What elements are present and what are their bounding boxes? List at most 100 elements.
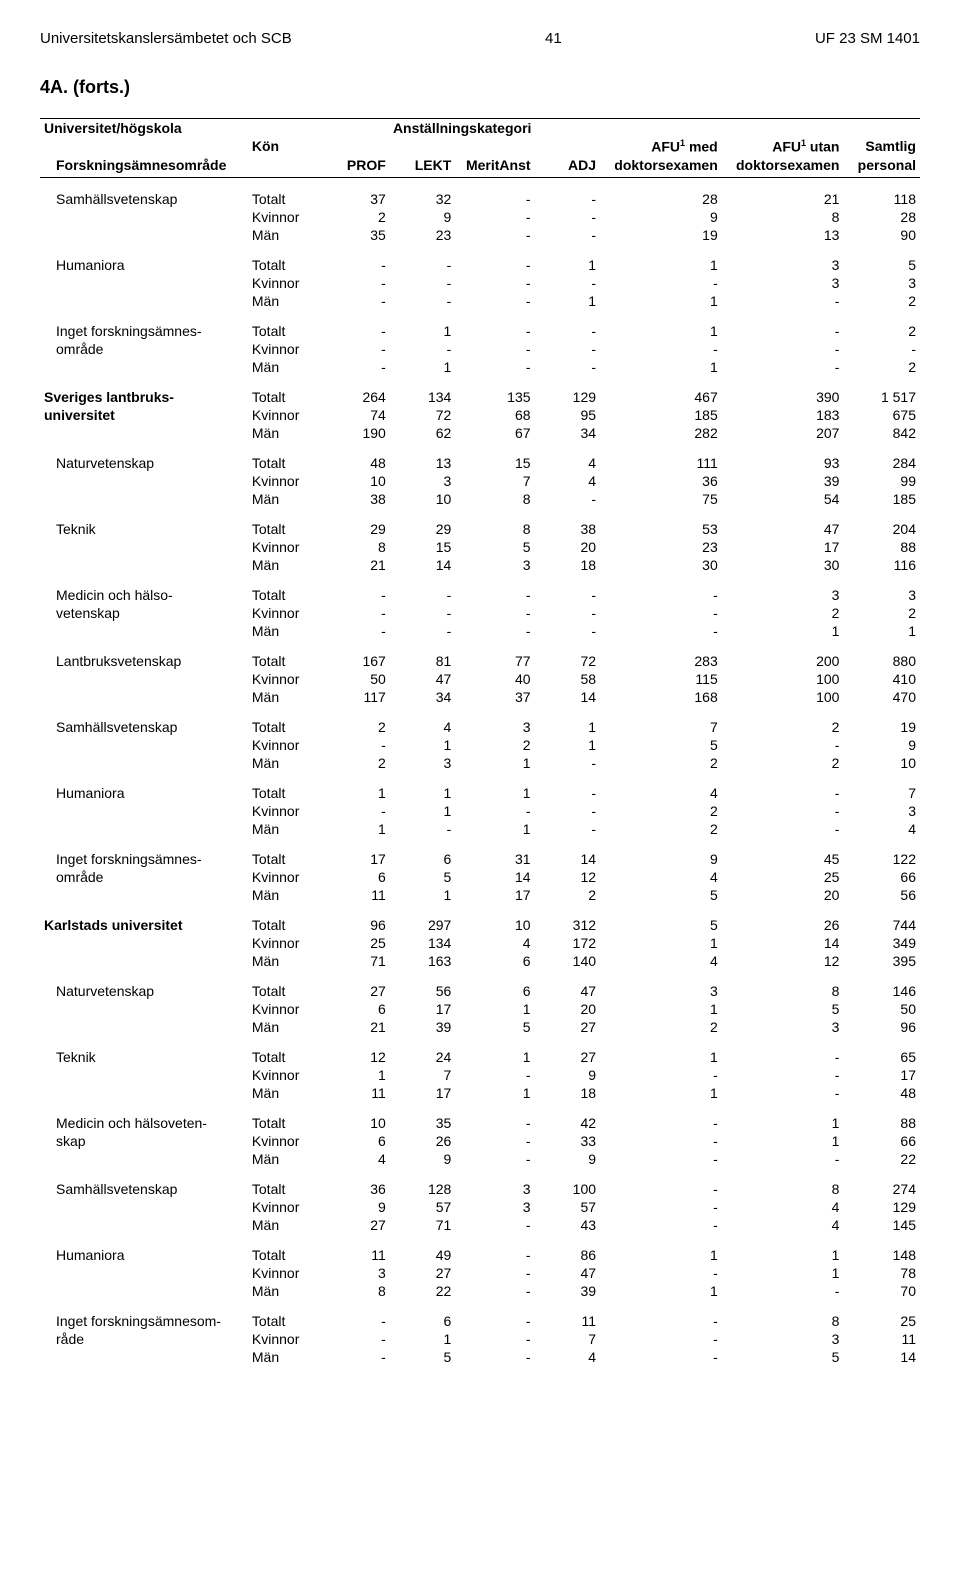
cell: 675 <box>843 406 920 424</box>
cell: 27 <box>324 1216 390 1234</box>
table-row: Inget forskningsämnes-Totalt176311494512… <box>40 850 920 868</box>
cell: 2 <box>843 292 920 310</box>
cell: 48 <box>324 454 390 472</box>
table-row: LantbruksvetenskapTotalt1678177722832008… <box>40 652 920 670</box>
cell: 15 <box>455 454 534 472</box>
row-kon: Totalt <box>248 1246 324 1264</box>
cell: 1 <box>600 1246 722 1264</box>
cell: 96 <box>843 1018 920 1036</box>
row-label: Samhällsvetenskap <box>40 1180 248 1198</box>
row-label <box>40 472 248 490</box>
row-label <box>40 1084 248 1102</box>
cell: - <box>455 1066 534 1084</box>
cell: 93 <box>722 454 844 472</box>
cell: 1 <box>843 622 920 640</box>
cell: 9 <box>535 1150 601 1168</box>
cell: 10 <box>843 754 920 772</box>
row-label <box>40 802 248 820</box>
table-row: Kvinnor327-47-178 <box>40 1264 920 1282</box>
table-row: Kvinnor957357-4129 <box>40 1198 920 1216</box>
cell: 167 <box>324 652 390 670</box>
cell: 11 <box>324 1246 390 1264</box>
row-kon: Kvinnor <box>248 406 324 424</box>
cell: - <box>324 358 390 376</box>
cell: 9 <box>600 208 722 226</box>
cell: - <box>324 604 390 622</box>
cell: 6 <box>390 850 456 868</box>
cell: 1 517 <box>843 388 920 406</box>
cell: 5 <box>722 1000 844 1018</box>
cell: - <box>600 1180 722 1198</box>
row-kon: Kvinnor <box>248 736 324 754</box>
cell: 99 <box>843 472 920 490</box>
cell: 54 <box>722 490 844 508</box>
cell: 47 <box>535 1264 601 1282</box>
row-label <box>40 1282 248 1300</box>
cell: - <box>455 1150 534 1168</box>
cell: - <box>722 340 844 358</box>
row-kon: Kvinnor <box>248 934 324 952</box>
cell: 395 <box>843 952 920 970</box>
row-kon: Kvinnor <box>248 1198 324 1216</box>
cell: - <box>535 190 601 208</box>
row-label <box>40 1198 248 1216</box>
cell: - <box>535 604 601 622</box>
cell: 4 <box>535 454 601 472</box>
table-row: skapKvinnor626-33-166 <box>40 1132 920 1150</box>
cell: 95 <box>535 406 601 424</box>
cell: - <box>722 292 844 310</box>
row-label <box>40 424 248 442</box>
col-afu-utan-bot: doktorsexamen <box>722 156 844 178</box>
cell: 148 <box>843 1246 920 1264</box>
cell: 56 <box>390 982 456 1000</box>
cell: 349 <box>843 934 920 952</box>
cell: - <box>535 226 601 244</box>
table-row: Kvinnor29--9828 <box>40 208 920 226</box>
cell: 172 <box>535 934 601 952</box>
cell: - <box>600 1150 722 1168</box>
cell: - <box>455 1330 534 1348</box>
cell: - <box>600 1066 722 1084</box>
cell: 3 <box>722 1330 844 1348</box>
cell: 23 <box>600 538 722 556</box>
cell: 4 <box>600 784 722 802</box>
row-label <box>40 886 248 904</box>
row-kon: Totalt <box>248 1180 324 1198</box>
cell: 11 <box>324 886 390 904</box>
cell: 8 <box>722 208 844 226</box>
cell: 43 <box>535 1216 601 1234</box>
cell: 1 <box>455 1000 534 1018</box>
cell: 2 <box>843 322 920 340</box>
cell: 13 <box>390 454 456 472</box>
cell: 6 <box>324 1132 390 1150</box>
cell: - <box>455 802 534 820</box>
row-kon: Män <box>248 688 324 706</box>
cell: - <box>535 490 601 508</box>
cell: 4 <box>722 1216 844 1234</box>
col-label-top: Universitet/högskola <box>40 119 248 138</box>
cell: 284 <box>843 454 920 472</box>
row-kon: Kvinnor <box>248 340 324 358</box>
cell: 185 <box>600 406 722 424</box>
cell: 100 <box>722 670 844 688</box>
table-row: TeknikTotalt12241271-65 <box>40 1048 920 1066</box>
cell: - <box>455 1312 534 1330</box>
cell: 1 <box>535 718 601 736</box>
cell: 3 <box>455 1180 534 1198</box>
table-row: Män49-9--22 <box>40 1150 920 1168</box>
cell: - <box>722 1048 844 1066</box>
row-kon: Män <box>248 226 324 244</box>
table-row: Kvinnor-1--2-3 <box>40 802 920 820</box>
row-label: Teknik <box>40 520 248 538</box>
cell: 33 <box>535 1132 601 1150</box>
cell: 8 <box>455 520 534 538</box>
row-kon: Kvinnor <box>248 802 324 820</box>
cell: 274 <box>843 1180 920 1198</box>
cell: 3 <box>600 982 722 1000</box>
row-kon: Män <box>248 1150 324 1168</box>
table-row: Kvinnor6171201550 <box>40 1000 920 1018</box>
cell: 75 <box>600 490 722 508</box>
cell: 1 <box>324 1066 390 1084</box>
cell: 4 <box>600 868 722 886</box>
table-title: 4A. (forts.) <box>40 77 920 98</box>
